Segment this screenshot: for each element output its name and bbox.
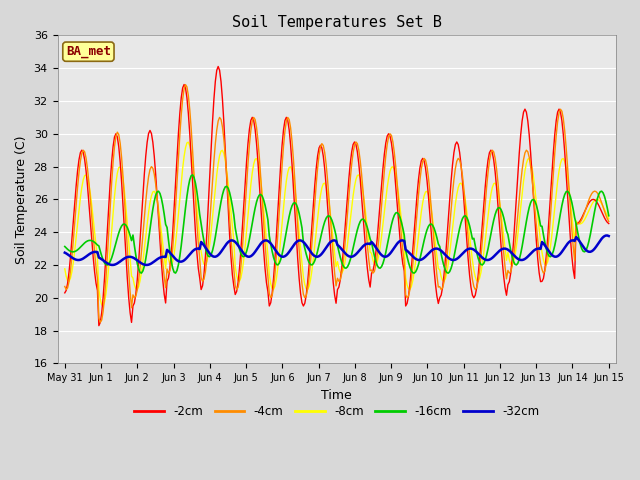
-32cm xyxy=(531,247,539,252)
-4cm xyxy=(97,319,104,325)
-8cm xyxy=(532,199,540,205)
Y-axis label: Soil Temperature (C): Soil Temperature (C) xyxy=(15,135,28,264)
Line: -16cm: -16cm xyxy=(65,175,609,273)
-2cm xyxy=(605,221,612,227)
-2cm xyxy=(95,323,102,328)
Title: Soil Temperatures Set B: Soil Temperatures Set B xyxy=(232,15,442,30)
-16cm xyxy=(451,247,459,253)
-16cm xyxy=(532,202,540,208)
-16cm xyxy=(61,244,68,250)
Line: -4cm: -4cm xyxy=(65,84,609,322)
-4cm xyxy=(182,82,189,87)
-8cm xyxy=(604,213,611,219)
-2cm xyxy=(61,290,68,296)
-8cm xyxy=(61,266,68,272)
-4cm xyxy=(605,218,612,224)
-2cm xyxy=(344,194,351,200)
-16cm xyxy=(604,205,611,211)
-32cm xyxy=(109,262,117,268)
-8cm xyxy=(605,216,612,222)
-16cm xyxy=(97,248,104,254)
-32cm xyxy=(605,233,612,239)
-16cm xyxy=(342,265,350,271)
-8cm xyxy=(344,242,351,248)
-2cm xyxy=(532,238,540,244)
-8cm xyxy=(79,177,87,183)
-32cm xyxy=(450,257,458,263)
Line: -8cm: -8cm xyxy=(65,142,609,306)
-2cm xyxy=(214,64,222,70)
-2cm xyxy=(604,219,611,225)
-2cm xyxy=(98,310,106,316)
-32cm xyxy=(602,233,610,239)
Legend: -2cm, -4cm, -8cm, -16cm, -32cm: -2cm, -4cm, -8cm, -16cm, -32cm xyxy=(129,401,544,423)
Line: -32cm: -32cm xyxy=(65,236,609,265)
-4cm xyxy=(451,166,459,171)
-16cm xyxy=(410,270,418,276)
Text: BA_met: BA_met xyxy=(66,45,111,58)
-32cm xyxy=(79,256,87,262)
-8cm xyxy=(99,303,107,309)
-16cm xyxy=(79,241,87,247)
-4cm xyxy=(98,317,106,323)
Line: -2cm: -2cm xyxy=(65,67,609,325)
-2cm xyxy=(451,142,459,147)
X-axis label: Time: Time xyxy=(321,389,352,402)
-8cm xyxy=(97,297,104,302)
-4cm xyxy=(532,222,540,228)
-8cm xyxy=(451,201,459,207)
-32cm xyxy=(61,250,68,255)
-8cm xyxy=(184,139,192,145)
-4cm xyxy=(79,147,87,153)
-4cm xyxy=(61,284,68,289)
-4cm xyxy=(604,216,611,222)
-16cm xyxy=(605,213,612,218)
-32cm xyxy=(97,255,104,261)
-16cm xyxy=(189,172,196,178)
-32cm xyxy=(342,251,350,257)
-2cm xyxy=(79,150,87,156)
-32cm xyxy=(604,233,611,239)
-4cm xyxy=(344,212,351,217)
